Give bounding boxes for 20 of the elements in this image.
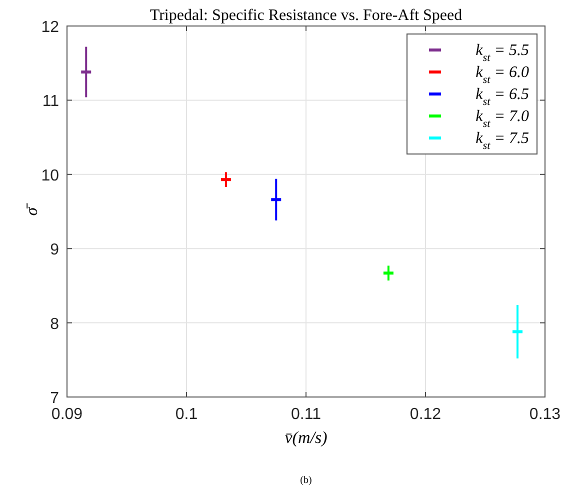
y-tick-label: 11 xyxy=(42,93,60,110)
legend-label: k$_{st}$ = 6.0 xyxy=(476,64,529,86)
y-tick-label: 12 xyxy=(41,19,60,36)
x-tick-label: 0.13 xyxy=(529,406,561,423)
y-tick-label: 7 xyxy=(50,390,60,407)
legend-label: k$_{st}$ = 6.5 xyxy=(476,86,529,108)
y-tick-label: 8 xyxy=(50,316,60,333)
x-tick-label: 0.1 xyxy=(175,406,198,423)
x-axis-title: v̄(m/s) xyxy=(284,428,328,447)
x-tick-label: 0.12 xyxy=(410,406,442,423)
text: (b) xyxy=(300,475,312,486)
y-axis-title: σ̄ xyxy=(22,202,41,216)
y-tick-label: 10 xyxy=(41,167,60,184)
y-tick-label: 9 xyxy=(50,242,60,259)
legend-label: k$_{st}$ = 7.5 xyxy=(476,130,529,152)
x-tick-label: 0.09 xyxy=(51,406,83,423)
chart-title: Tripedal: Specific Resistance vs. Fore-Aft Speed xyxy=(150,7,462,24)
legend-label: k$_{st}$ = 7.0 xyxy=(476,108,529,130)
x-tick-label: 0.11 xyxy=(291,406,322,423)
legend-label: k$_{st}$ = 5.5 xyxy=(476,42,529,64)
